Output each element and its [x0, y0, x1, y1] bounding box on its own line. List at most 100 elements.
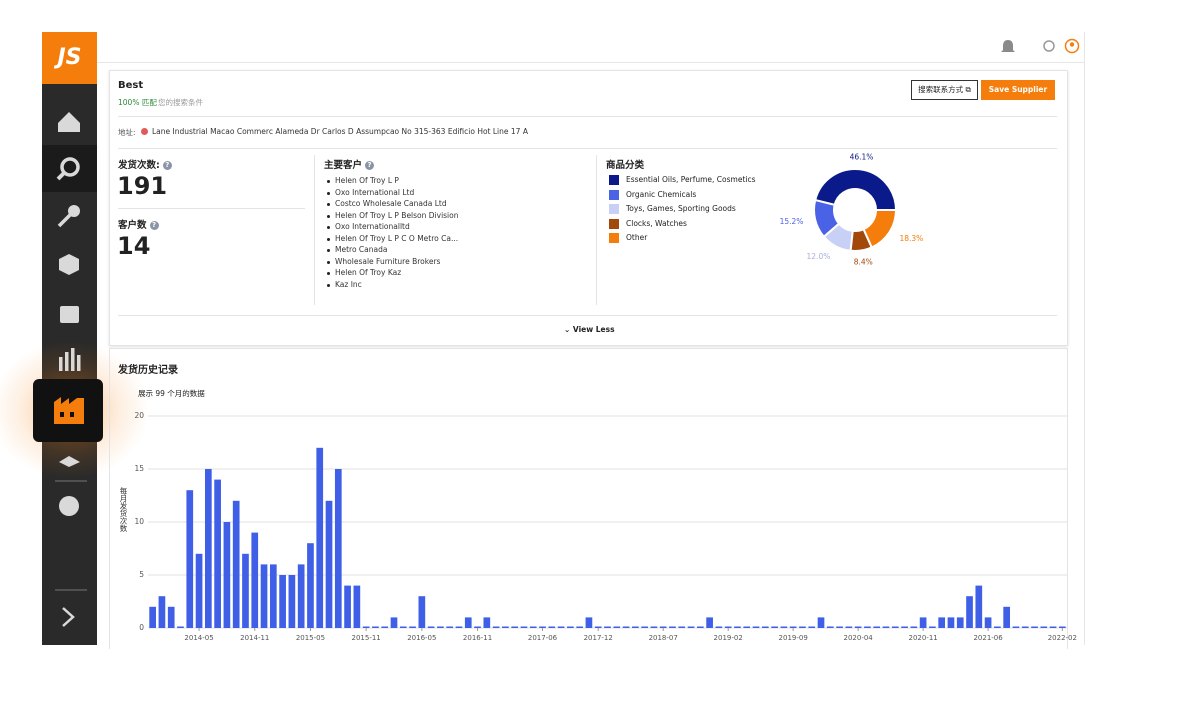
bar	[502, 626, 509, 628]
supplier-card	[109, 70, 1068, 346]
contact-button[interactable]: 搜索联系方式 ⧉	[911, 80, 978, 100]
x-tick-label: 2016-05	[407, 634, 436, 642]
search-handle	[56, 171, 66, 181]
nav-icons[interactable]	[55, 112, 87, 627]
bar	[567, 626, 574, 628]
bar	[780, 626, 788, 628]
contact-button-label: 搜索联系方式	[918, 85, 964, 94]
bar	[492, 626, 500, 628]
bar	[307, 543, 314, 628]
bar-icon-1[interactable]	[59, 357, 63, 371]
customer-item: Helen Of Troy L P Belson Division	[327, 210, 459, 220]
pie-slice	[862, 209, 898, 249]
cap-icon[interactable]	[59, 456, 80, 467]
bar	[455, 626, 463, 628]
bar	[214, 479, 221, 628]
history-card	[109, 348, 1068, 649]
slice-label: 18.3%	[899, 234, 923, 243]
customers-label-text: 客户数	[118, 220, 147, 231]
address-dot	[141, 128, 148, 135]
bar	[372, 626, 379, 628]
bar	[158, 596, 166, 628]
bar	[910, 626, 918, 628]
bell-icon[interactable]	[1001, 40, 1015, 52]
bar	[223, 522, 231, 628]
customer-item: Oxo International Ltd	[326, 187, 415, 197]
bar	[186, 490, 194, 628]
bar	[761, 626, 769, 628]
bag-icon[interactable]	[60, 306, 79, 323]
x-tick-label: 2019-02	[714, 634, 743, 642]
slice-label: 46.1%	[850, 152, 874, 161]
customer-item: Oxo Internationalltd	[327, 222, 410, 231]
bar	[520, 626, 528, 628]
bar	[1012, 626, 1020, 628]
top-bar-border	[97, 62, 1085, 63]
box-icon[interactable]	[59, 254, 79, 275]
bar	[854, 626, 862, 628]
view-less[interactable]: ⌄ View Less	[564, 325, 615, 334]
x-tick-label: 2015-11	[352, 634, 381, 642]
bar	[669, 626, 676, 628]
bar	[362, 626, 370, 628]
bar	[353, 585, 361, 628]
sidebar-icons	[55, 112, 87, 627]
bar	[1049, 626, 1057, 628]
bar	[409, 626, 416, 628]
customer-item: Kaz Inc	[327, 279, 362, 289]
bar	[771, 626, 778, 628]
bar	[399, 626, 407, 628]
bar	[195, 553, 203, 628]
y-tick-label: 10	[134, 517, 144, 526]
bar	[882, 626, 890, 628]
bar	[149, 606, 156, 628]
aperture-icon[interactable]	[59, 496, 79, 516]
divider	[118, 148, 1057, 149]
search-icon[interactable]	[60, 157, 80, 177]
home-icon[interactable]	[58, 112, 80, 132]
slice-label: 8.4%	[854, 257, 873, 266]
divider	[118, 315, 1057, 316]
bar	[994, 626, 1001, 628]
legend-swatch	[609, 189, 619, 200]
settings-icon[interactable]	[1043, 40, 1055, 52]
bar	[594, 626, 602, 628]
bar	[1003, 606, 1011, 628]
y-tick-label: 0	[139, 623, 144, 632]
factory-icon	[54, 397, 84, 424]
legend-label: Other	[626, 233, 648, 242]
shipments-label: 发货次数:?	[118, 157, 172, 171]
bar	[576, 626, 583, 628]
bar-subtitle: 展示 99 个月的数据	[138, 389, 205, 398]
save-button[interactable]: Save Supplier	[981, 80, 1055, 100]
bar	[381, 626, 389, 628]
expand-icon[interactable]	[62, 607, 75, 627]
bar	[604, 626, 611, 628]
bar	[919, 617, 927, 628]
bar	[938, 617, 946, 628]
bar-icon-3	[71, 348, 75, 371]
x-tick-label: 2015-05	[296, 634, 325, 642]
bar	[808, 626, 816, 628]
y-tick-label: 20	[134, 411, 144, 420]
bar	[901, 626, 908, 628]
bar	[279, 575, 286, 628]
bar	[817, 617, 825, 628]
customers-value: 14	[117, 232, 151, 260]
bar	[929, 626, 936, 628]
bar	[650, 626, 658, 628]
bar	[483, 617, 491, 628]
legend-label: Clocks, Watches	[626, 218, 687, 228]
logo[interactable]: JS	[42, 32, 97, 84]
user-icon[interactable]	[1064, 38, 1080, 54]
bar-icon-4	[77, 355, 81, 371]
customer-item: Wholesale Furniture Brokers	[326, 256, 441, 266]
supplier-name: Best	[118, 80, 144, 91]
top-icons	[1001, 38, 1080, 54]
sidebar	[42, 32, 97, 645]
bar	[269, 564, 277, 628]
bar	[1040, 626, 1048, 628]
customer-item: Helen Of Troy L P	[327, 176, 399, 185]
